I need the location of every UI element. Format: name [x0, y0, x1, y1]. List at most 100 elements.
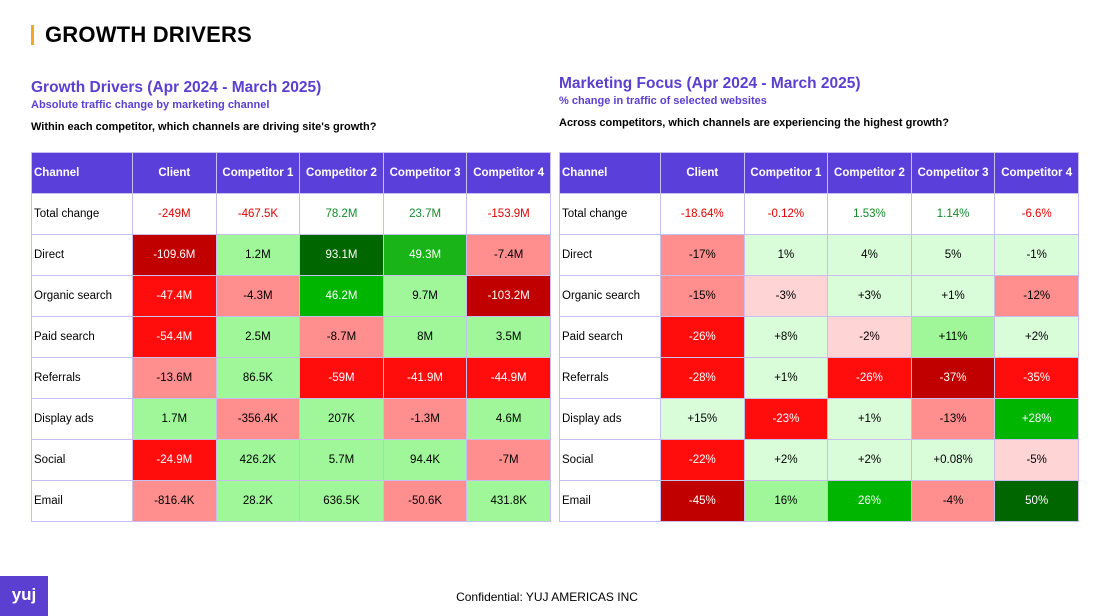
marketing-focus-table: Channel Client Competitor 1 Competitor 2… [559, 152, 1079, 522]
channel-label: Referrals [31, 357, 133, 399]
value-cell: -15% [660, 275, 745, 317]
channel-label: Total change [31, 193, 133, 235]
header-competitor-4: Competitor 4 [466, 152, 551, 194]
marketing-focus-subtitle: % change in traffic of selected websites [559, 95, 767, 107]
channel-label: Social [31, 439, 133, 481]
table-row-social: Social -22% +2% +2% +0.08% -5% [559, 439, 1079, 481]
value-cell: -109.6M [132, 234, 217, 276]
total-cell: -153.9M [466, 193, 551, 235]
header-client: Client [660, 152, 745, 194]
total-cell: 1.14% [910, 193, 996, 235]
value-cell: -17% [660, 234, 745, 276]
marketing-focus-title: Marketing Focus (Apr 2024 - March 2025) [559, 75, 861, 92]
value-cell: -7.4M [466, 234, 551, 276]
table-row-paid-search: Paid search -26% +8% -2% +11% +2% [559, 316, 1079, 358]
value-cell: 207K [299, 398, 384, 440]
value-cell: +2% [827, 439, 912, 481]
channel-label: Paid search [559, 316, 661, 358]
value-cell: -1% [994, 234, 1079, 276]
value-cell: -59M [299, 357, 384, 399]
growth-drivers-title: Growth Drivers (Apr 2024 - March 2025) [31, 79, 322, 96]
value-cell: 5.7M [299, 439, 384, 481]
growth-drivers-question: Within each competitor, which channels a… [31, 121, 377, 133]
total-cell: 23.7M [382, 193, 468, 235]
header-channel: Channel [31, 152, 133, 194]
growth-drivers-table: Channel Client Competitor 1 Competitor 2… [31, 152, 551, 522]
value-cell: 431.8K [466, 480, 551, 522]
table-row-organic-search: Organic search -15% -3% +3% +1% -12% [559, 275, 1079, 317]
marketing-focus-question: Across competitors, which channels are e… [559, 117, 949, 129]
growth-drivers-panel: Growth Drivers (Apr 2024 - March 2025) A… [31, 74, 551, 134]
value-cell: 46.2M [299, 275, 384, 317]
header-competitor-3: Competitor 3 [910, 152, 996, 194]
table-row-display-ads: Display ads 1.7M -356.4K 207K -1.3M 4.6M [31, 398, 551, 440]
value-cell: -37% [910, 357, 996, 399]
value-cell: -7M [466, 439, 551, 481]
value-cell: -50.6K [382, 480, 468, 522]
channel-label: Social [559, 439, 661, 481]
value-cell: +15% [660, 398, 745, 440]
value-cell: 16% [743, 480, 829, 522]
value-cell: -13.6M [132, 357, 217, 399]
total-cell: 1.53% [827, 193, 912, 235]
table-row-direct: Direct -109.6M 1.2M 93.1M 49.3M -7.4M [31, 234, 551, 276]
header-competitor-2: Competitor 2 [299, 152, 384, 194]
value-cell: -24.9M [132, 439, 217, 481]
value-cell: -2% [827, 316, 912, 358]
value-cell: 426.2K [215, 439, 301, 481]
table-row-social: Social -24.9M 426.2K 5.7M 94.4K -7M [31, 439, 551, 481]
value-cell: +1% [827, 398, 912, 440]
channel-label: Organic search [559, 275, 661, 317]
value-cell: 28.2K [215, 480, 301, 522]
value-cell: 1.7M [132, 398, 217, 440]
channel-label: Email [31, 480, 133, 522]
value-cell: -3% [743, 275, 829, 317]
value-cell: +1% [910, 275, 996, 317]
page-title: GROWTH DRIVERS [45, 22, 252, 47]
table-header-row: Channel Client Competitor 1 Competitor 2… [559, 152, 1079, 194]
value-cell: +2% [743, 439, 829, 481]
table-row-referrals: Referrals -28% +1% -26% -37% -35% [559, 357, 1079, 399]
value-cell: 636.5K [299, 480, 384, 522]
table-row-organic-search: Organic search -47.4M -4.3M 46.2M 9.7M -103.2… [31, 275, 551, 317]
header-channel: Channel [559, 152, 661, 194]
yuj-logo: yuj [0, 576, 48, 616]
value-cell: -4.3M [215, 275, 301, 317]
value-cell: -54.4M [132, 316, 217, 358]
value-cell: 2.5M [215, 316, 301, 358]
value-cell: 3.5M [466, 316, 551, 358]
table-row-total-change: Total change -249M -467.5K 78.2M 23.7M -153.9… [31, 193, 551, 235]
value-cell: -8.7M [299, 316, 384, 358]
table-header-row: Channel Client Competitor 1 Competitor 2… [31, 152, 551, 194]
value-cell: 5% [910, 234, 996, 276]
value-cell: 86.5K [215, 357, 301, 399]
growth-drivers-subtitle: Absolute traffic change by marketing cha… [31, 99, 270, 111]
header-competitor-3: Competitor 3 [382, 152, 468, 194]
total-cell: 78.2M [299, 193, 384, 235]
header-competitor-1: Competitor 1 [215, 152, 301, 194]
header-competitor-1: Competitor 1 [743, 152, 829, 194]
table-row-display-ads: Display ads +15% -23% +1% -13% +28% [559, 398, 1079, 440]
value-cell: -41.9M [382, 357, 468, 399]
value-cell: +0.08% [910, 439, 996, 481]
channel-label: Email [559, 480, 661, 522]
value-cell: 26% [827, 480, 912, 522]
channel-label: Direct [31, 234, 133, 276]
value-cell: +8% [743, 316, 829, 358]
header-competitor-4: Competitor 4 [994, 152, 1079, 194]
channel-label: Total change [559, 193, 661, 235]
value-cell: -816.4K [132, 480, 217, 522]
table-row-email: Email -816.4K 28.2K 636.5K -50.6K 431.8K [31, 480, 551, 522]
value-cell: -26% [660, 316, 745, 358]
value-cell: -356.4K [215, 398, 301, 440]
value-cell: 9.7M [382, 275, 468, 317]
header-competitor-2: Competitor 2 [827, 152, 912, 194]
channel-label: Referrals [559, 357, 661, 399]
total-cell: -467.5K [215, 193, 301, 235]
table-row-total-change: Total change -18.64% -0.12% 1.53% 1.14% -6.6% [559, 193, 1079, 235]
value-cell: -5% [994, 439, 1079, 481]
channel-label: Paid search [31, 316, 133, 358]
channel-label: Display ads [31, 398, 133, 440]
value-cell: -1.3M [382, 398, 468, 440]
table-row-direct: Direct -17% 1% 4% 5% -1% [559, 234, 1079, 276]
